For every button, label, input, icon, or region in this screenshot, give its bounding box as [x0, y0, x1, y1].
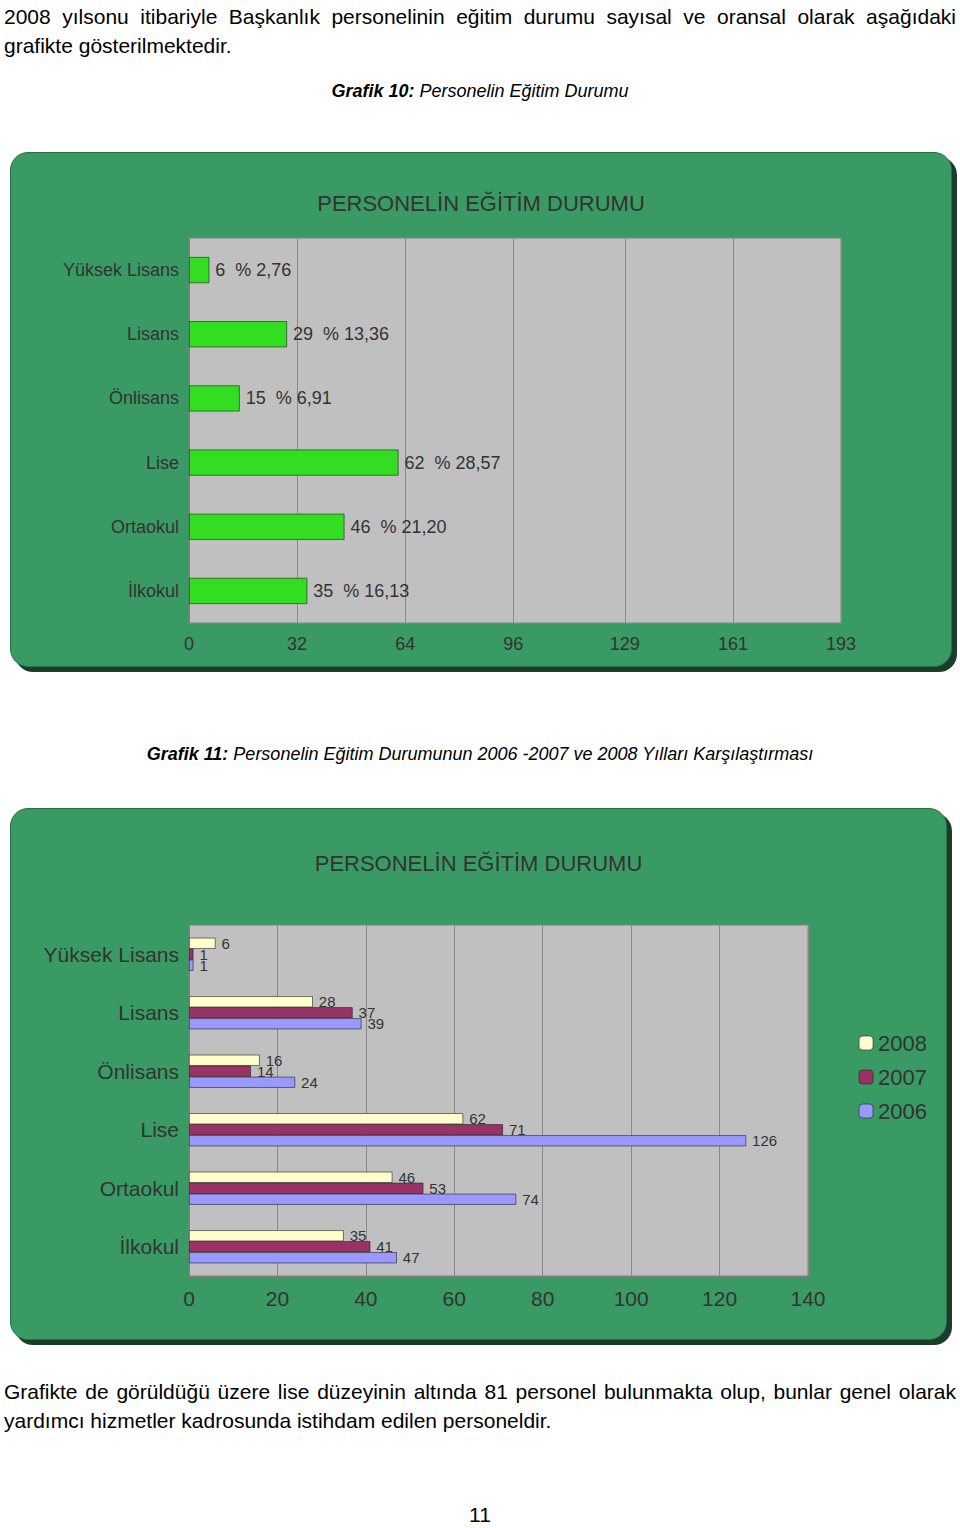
svg-text:41: 41: [376, 1238, 393, 1255]
svg-text:80: 80: [531, 1287, 554, 1310]
svg-text:6 % 2,76: 6 % 2,76: [215, 260, 291, 280]
svg-text:120: 120: [702, 1287, 737, 1310]
svg-text:62 % 28,57: 62 % 28,57: [404, 453, 500, 473]
svg-text:24: 24: [301, 1074, 318, 1091]
svg-text:Yüksek Lisans: Yüksek Lisans: [44, 943, 179, 966]
svg-text:Önlisans: Önlisans: [109, 388, 179, 408]
svg-text:40: 40: [354, 1287, 377, 1310]
svg-text:28: 28: [319, 993, 336, 1010]
svg-text:47: 47: [403, 1249, 420, 1266]
html-text:11: 11: [469, 1503, 491, 1526]
svg-text:71: 71: [509, 1121, 526, 1138]
svg-text:Lisans: Lisans: [118, 1001, 179, 1024]
svg-text:193: 193: [826, 634, 856, 654]
svg-text:PERSONELİN EĞİTİM DURUMU: PERSONELİN EĞİTİM DURUMU: [317, 191, 645, 216]
svg-text:Lise: Lise: [146, 453, 179, 473]
svg-text:64: 64: [395, 634, 415, 654]
svg-text:Ortaokul: Ortaokul: [100, 1177, 179, 1200]
svg-text:Önlisans: Önlisans: [97, 1060, 179, 1083]
svg-text:20: 20: [266, 1287, 289, 1310]
svg-text:2008: 2008: [878, 1031, 927, 1056]
svg-text:100: 100: [614, 1287, 649, 1310]
svg-text:Yüksek Lisans: Yüksek Lisans: [63, 260, 179, 280]
svg-text:16: 16: [265, 1051, 283, 1069]
svg-text:37: 37: [358, 1004, 376, 1022]
html-text:Grafikte de görüldüğü üzere li: Grafikte de görüldüğü üzere lise düzeyin…: [4, 1380, 956, 1432]
svg-text:62: 62: [469, 1110, 486, 1127]
svg-text:0: 0: [184, 634, 194, 654]
html-text:2008 yılsonu itibariyle Başkan: 2008 yılsonu itibariyle Başkanlık person…: [4, 5, 956, 57]
svg-text:2007: 2007: [878, 1065, 927, 1090]
svg-text:14: 14: [257, 1063, 274, 1080]
svg-text:1: 1: [199, 945, 208, 963]
svg-text:2006: 2006: [878, 1099, 927, 1124]
svg-text:0: 0: [183, 1287, 195, 1310]
svg-text:161: 161: [718, 634, 748, 654]
svg-text:35 % 16,13: 35 % 16,13: [313, 581, 409, 601]
html-text:Grafik 10: Personelin Eğitim D: Grafik 10: Personelin Eğitim Durumu: [331, 81, 629, 101]
svg-text:129: 129: [610, 634, 640, 654]
svg-text:Lisans: Lisans: [127, 324, 179, 344]
svg-text:140: 140: [790, 1287, 825, 1310]
svg-text:29 % 13,36: 29 % 13,36: [293, 324, 389, 344]
svg-text:126: 126: [752, 1132, 777, 1149]
svg-text:39: 39: [367, 1015, 384, 1032]
svg-text:96: 96: [503, 634, 523, 654]
svg-text:74: 74: [522, 1191, 539, 1208]
svg-text:60: 60: [443, 1287, 466, 1310]
svg-text:Ortaokul: Ortaokul: [111, 517, 179, 537]
svg-text:1: 1: [199, 957, 207, 974]
svg-text:Lise: Lise: [140, 1118, 179, 1141]
svg-text:PERSONELİN EĞİTİM DURUMU: PERSONELİN EĞİTİM DURUMU: [315, 851, 643, 876]
svg-text:53: 53: [429, 1180, 446, 1197]
svg-text:46 % 21,20: 46 % 21,20: [350, 517, 446, 537]
svg-text:15 % 6,91: 15 % 6,91: [246, 388, 332, 408]
svg-text:İlkokul: İlkokul: [119, 1235, 179, 1258]
svg-text:İlkokul: İlkokul: [128, 581, 179, 601]
svg-text:35: 35: [350, 1227, 367, 1244]
svg-text:46: 46: [398, 1169, 415, 1186]
svg-text:32: 32: [287, 634, 307, 654]
svg-text:6: 6: [222, 935, 230, 952]
html-text:Grafik 11: Personelin Eğitim D: Grafik 11: Personelin Eğitim Durumunun 2…: [146, 744, 814, 764]
